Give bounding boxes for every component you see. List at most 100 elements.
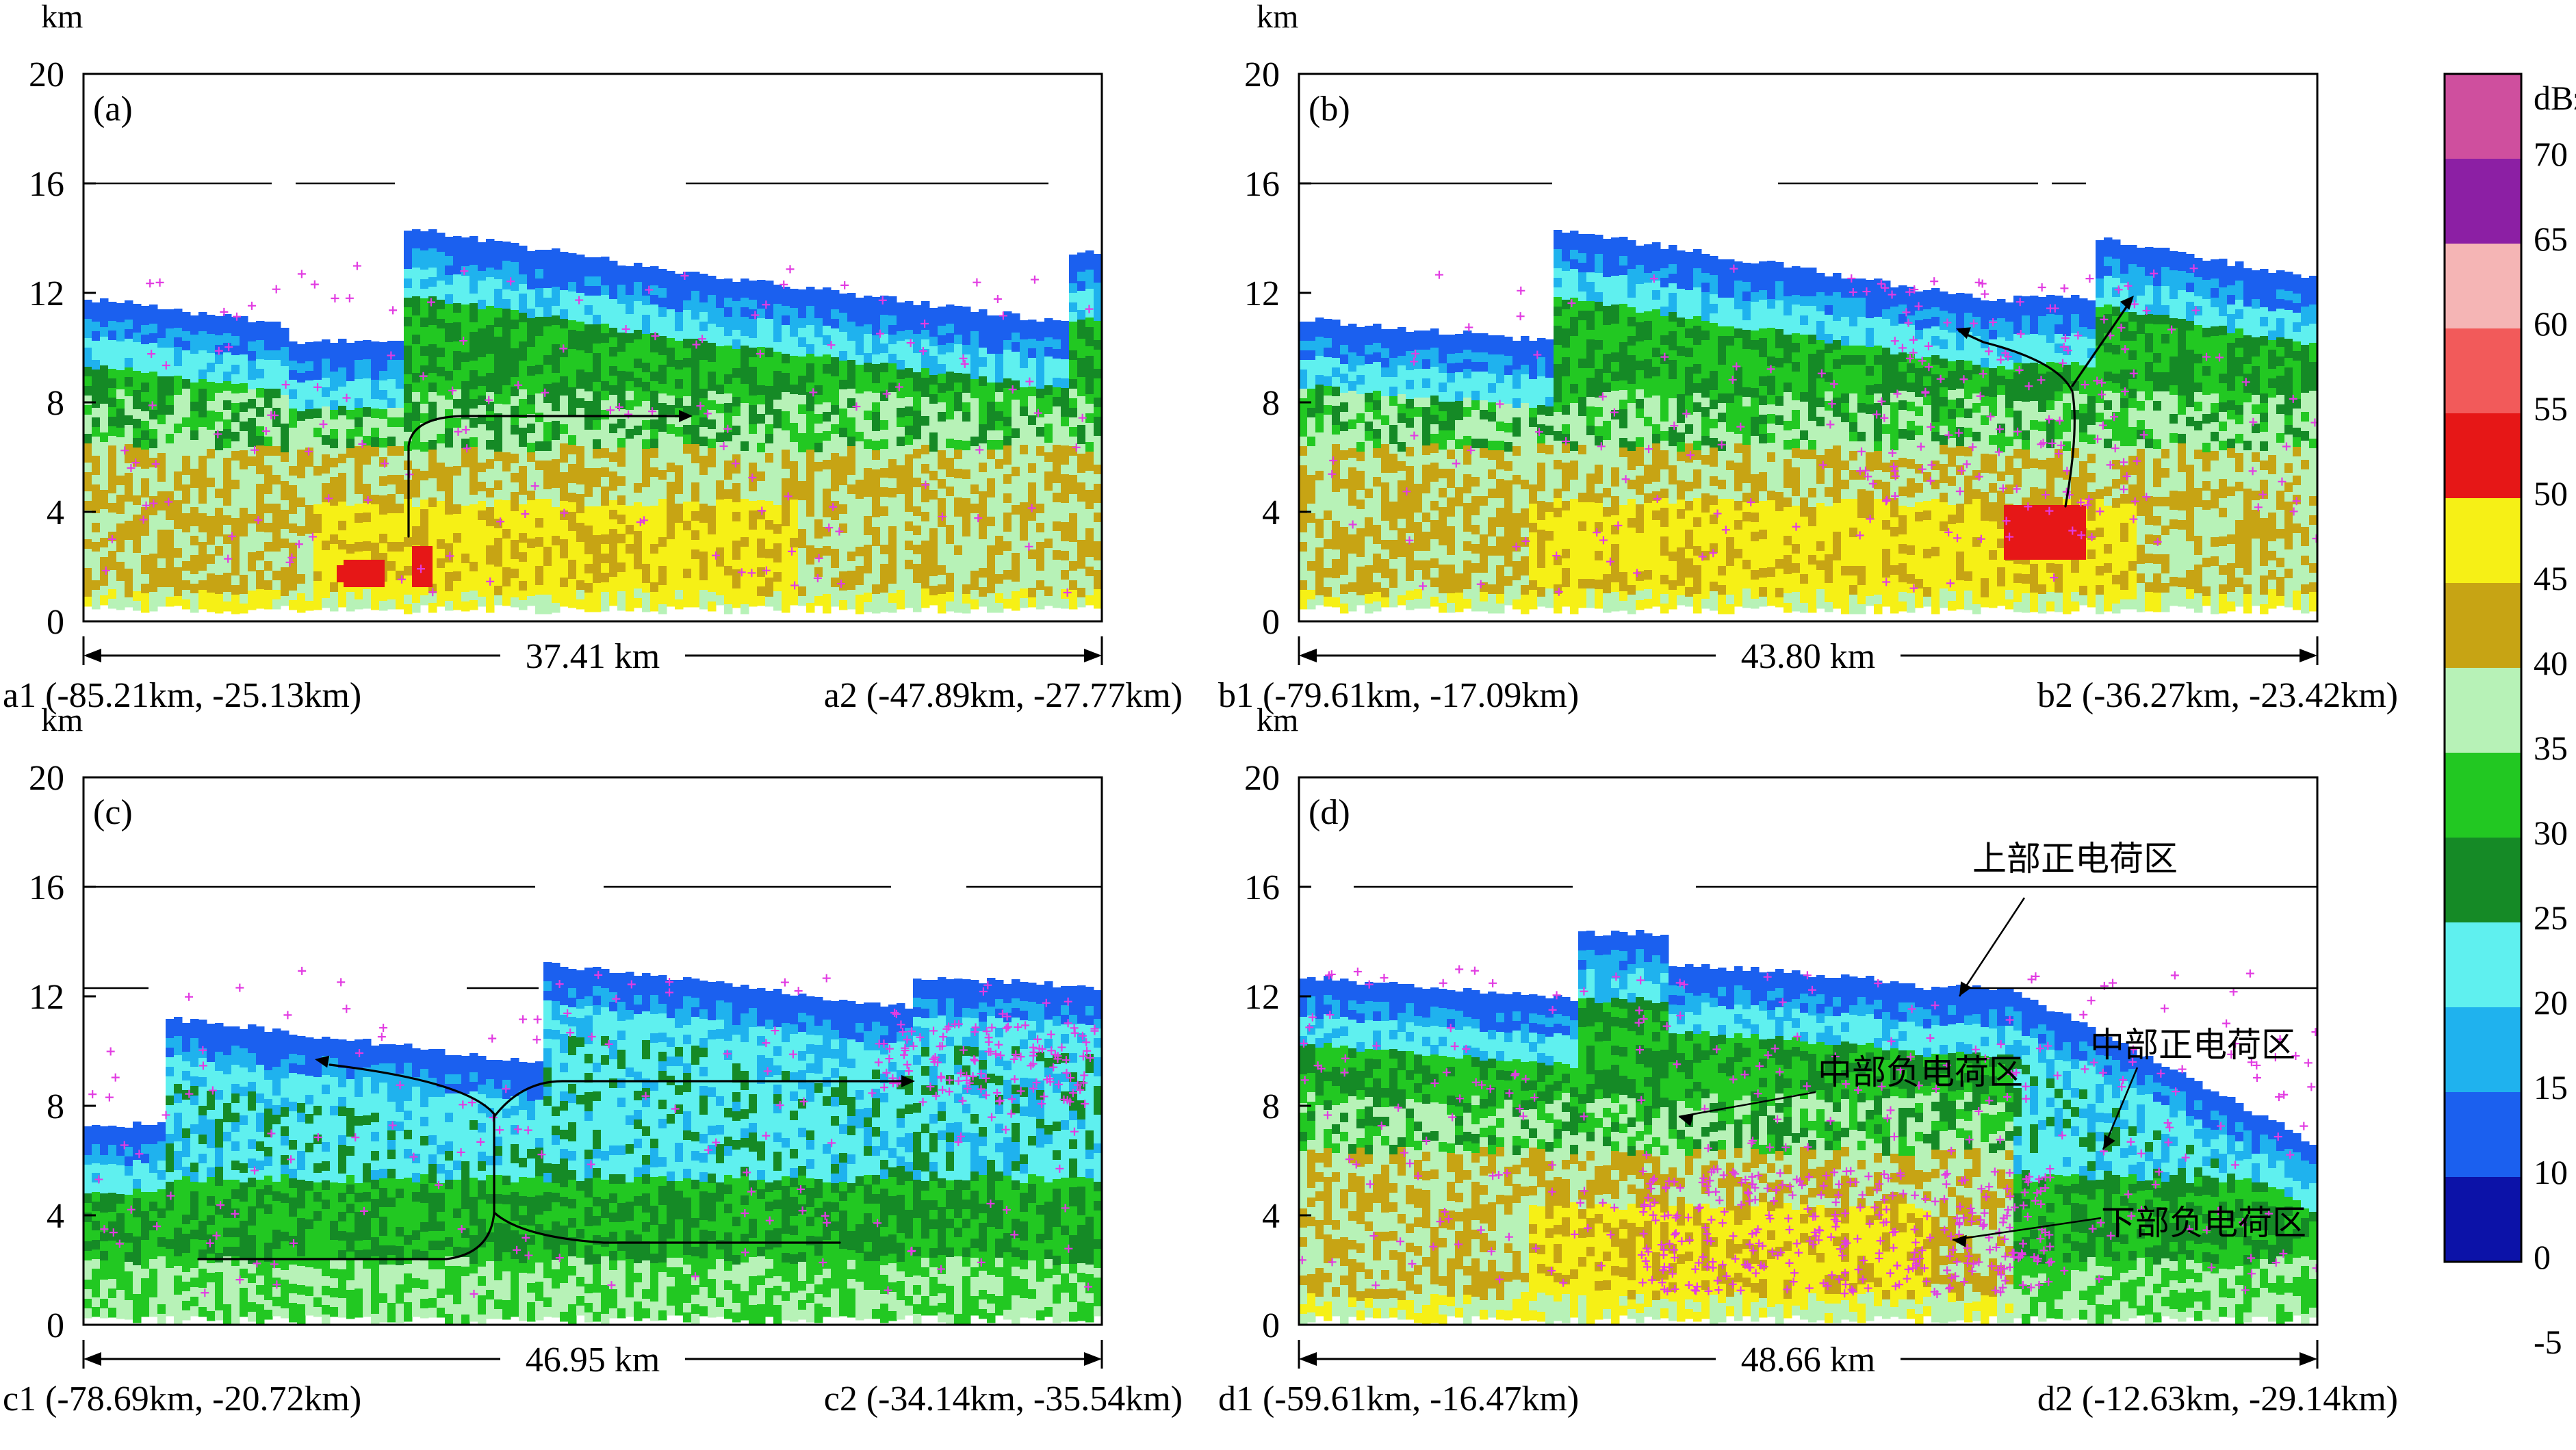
reflectivity-cell [1389, 454, 1398, 464]
reflectivity-cell [478, 539, 487, 549]
reflectivity-cell [921, 569, 930, 580]
reflectivity-cell [412, 229, 421, 239]
reflectivity-cell [765, 510, 774, 521]
reflectivity-cell [527, 567, 536, 578]
reflectivity-cell [412, 517, 421, 527]
arrow-head [679, 410, 693, 422]
reflectivity-cell [305, 553, 314, 563]
reflectivity-cell [831, 510, 840, 521]
reflectivity-cell [1439, 402, 1447, 412]
reflectivity-cell [338, 511, 347, 521]
reflectivity-cell [584, 286, 593, 296]
reflectivity-cell [601, 515, 610, 526]
reflectivity-cell [1069, 417, 1078, 428]
reflectivity-cell [338, 339, 347, 349]
reflectivity-cell [215, 604, 224, 614]
reflectivity-cell [322, 378, 331, 388]
reflectivity-cell [322, 550, 331, 560]
reflectivity-cell [412, 488, 421, 498]
reflectivity-cell [962, 441, 971, 451]
reflectivity-cell [1356, 365, 1365, 376]
reflectivity-cell [1471, 601, 1480, 612]
reflectivity-cell [486, 555, 495, 565]
reflectivity-cell [453, 294, 462, 304]
reflectivity-cell [1036, 417, 1045, 428]
reflectivity-cell [313, 437, 322, 448]
reflectivity-cell [355, 599, 363, 610]
reflectivity-cell [486, 296, 495, 307]
reflectivity-cell [970, 398, 979, 409]
reflectivity-cell [313, 591, 322, 601]
reflectivity-cell [166, 530, 175, 540]
reflectivity-cell [281, 404, 289, 415]
reflectivity-cell [198, 427, 207, 437]
reflectivity-cell [519, 495, 528, 505]
reflectivity-cell [683, 569, 692, 579]
reflectivity-cell [1020, 560, 1029, 570]
reflectivity-cell [297, 363, 306, 374]
reflectivity-cell [420, 500, 429, 510]
reflectivity-cell [1381, 406, 1390, 416]
reflectivity-cell [987, 593, 996, 604]
reflectivity-cell [1455, 545, 1464, 555]
reflectivity-cell [814, 414, 823, 424]
reflectivity-cell [880, 564, 889, 574]
reflectivity-cell [338, 348, 347, 359]
reflectivity-cell [675, 283, 684, 294]
reflectivity-cell [634, 339, 643, 350]
reflectivity-cell [839, 370, 848, 380]
reflectivity-cell [617, 601, 626, 611]
reflectivity-cell [601, 352, 610, 363]
reflectivity-cell [1340, 402, 1349, 413]
reflectivity-cell [650, 439, 659, 449]
reflectivity-cell [1439, 344, 1447, 354]
reflectivity-cell [1315, 394, 1324, 404]
reflectivity-cell [100, 432, 109, 443]
reflectivity-cell [905, 311, 914, 321]
reflectivity-cell [371, 476, 380, 486]
reflectivity-cell [149, 333, 158, 344]
reflectivity-cell [240, 326, 248, 336]
reflectivity-cell [814, 424, 823, 434]
reflectivity-cell [732, 588, 741, 599]
reflectivity-cell [535, 528, 544, 538]
reflectivity-cell [182, 417, 191, 428]
reflectivity-cell [469, 523, 478, 534]
reflectivity-cell [125, 387, 133, 397]
reflectivity-cell [773, 524, 782, 534]
reflectivity-cell [1381, 454, 1390, 464]
reflectivity-cell [190, 354, 199, 364]
reflectivity-cell [814, 577, 823, 587]
reflectivity-cell [1077, 425, 1086, 435]
reflectivity-cell [215, 517, 224, 528]
reflectivity-cell [708, 544, 717, 554]
reflectivity-cell [1053, 550, 1061, 560]
reflectivity-cell [223, 352, 232, 363]
reflectivity-cell [125, 377, 133, 387]
reflectivity-cell [897, 532, 905, 543]
reflectivity-cell [461, 458, 470, 468]
lightning-source-mark [250, 445, 259, 454]
reflectivity-cell [116, 303, 125, 313]
reflectivity-cell [363, 359, 372, 370]
reflectivity-cell [1414, 474, 1423, 484]
reflectivity-cell [445, 237, 454, 247]
reflectivity-cell [108, 350, 117, 360]
reflectivity-cell [289, 476, 298, 486]
reflectivity-cell [100, 365, 109, 376]
reflectivity-cell [658, 336, 667, 346]
reflectivity-cell [543, 374, 552, 385]
reflectivity-cell [552, 478, 561, 489]
reflectivity-cell [1069, 504, 1078, 514]
reflectivity-cell [527, 309, 536, 319]
lightning-source-mark [747, 569, 756, 578]
reflectivity-cell [1077, 444, 1086, 454]
reflectivity-cell [190, 593, 199, 604]
reflectivity-cell [387, 408, 396, 418]
reflectivity-cell [995, 450, 1004, 460]
reflectivity-cell [872, 374, 881, 384]
reflectivity-cell [396, 542, 404, 552]
reflectivity-cell [330, 573, 339, 583]
reflectivity-cell [108, 426, 117, 437]
reflectivity-cell [1094, 331, 1102, 341]
